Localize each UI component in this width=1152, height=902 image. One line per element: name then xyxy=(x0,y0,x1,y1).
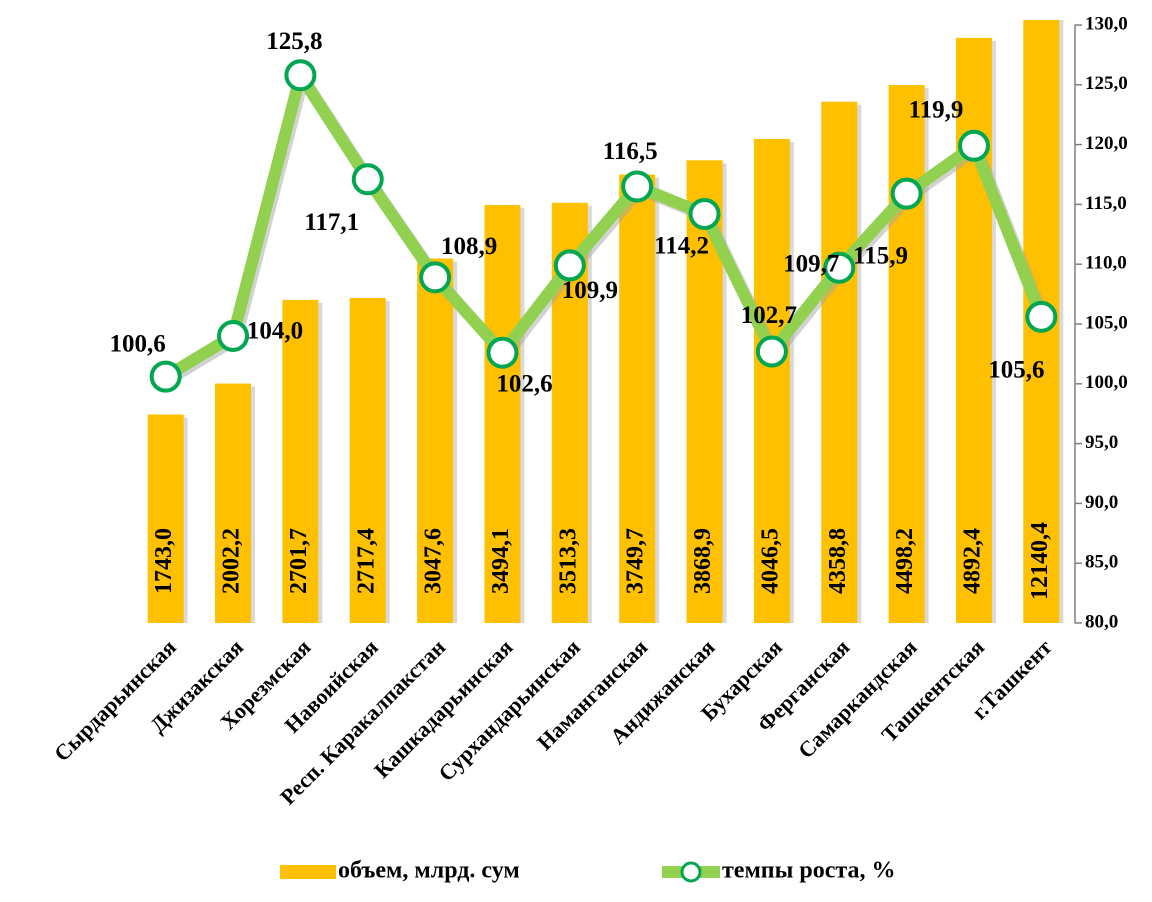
y2-tick-label: 120,0 xyxy=(1085,133,1128,154)
line-value-label: 116,5 xyxy=(603,138,658,165)
line-marker xyxy=(957,129,990,162)
line-marker xyxy=(890,177,923,210)
line-value-label: 119,9 xyxy=(909,97,964,124)
legend-swatch xyxy=(280,865,336,879)
line-marker xyxy=(419,261,452,294)
y2-tick-label: 110,0 xyxy=(1085,253,1127,274)
bar-value-label: 4892,4 xyxy=(959,528,985,594)
bar-value-label: 4358,8 xyxy=(825,528,851,594)
bar-value-label: 3494,1 xyxy=(488,528,514,594)
bar xyxy=(619,174,656,623)
y2-tick-label: 100,0 xyxy=(1085,372,1128,393)
bar-value-label: 12140,4 xyxy=(1027,522,1053,600)
line-value-label: 109,9 xyxy=(562,277,618,304)
y2-tick-label: 130,0 xyxy=(1085,13,1128,34)
line-value-label: 108,9 xyxy=(441,233,497,260)
line-marker xyxy=(621,170,654,203)
line-value-label: 105,6 xyxy=(988,357,1044,384)
line-value-label: 104,0 xyxy=(247,318,303,345)
line-value-label: 102,6 xyxy=(496,370,552,397)
y2-tick-label: 95,0 xyxy=(1085,432,1118,453)
bar xyxy=(753,139,790,623)
bar-value-label: 2701,7 xyxy=(286,528,312,594)
bar-value-label: 3868,9 xyxy=(690,528,716,594)
bar-value-label: 3513,3 xyxy=(555,528,581,594)
bar xyxy=(349,297,386,623)
legend-marker xyxy=(680,861,702,883)
bar-value-label: 4498,2 xyxy=(892,528,918,594)
line-marker xyxy=(351,163,384,196)
line-value-label: 102,7 xyxy=(741,302,797,329)
bar-value-label: 4046,5 xyxy=(757,528,783,594)
bar xyxy=(215,383,252,623)
bar-value-label: 2717,4 xyxy=(353,528,379,594)
x-tick-label: Сырдарьинская xyxy=(49,634,181,766)
y2-tick-label: 125,0 xyxy=(1085,73,1128,94)
line-marker xyxy=(486,336,519,369)
line-value-label: 125,8 xyxy=(266,28,322,55)
line-marker xyxy=(823,251,856,284)
line-marker xyxy=(755,335,788,368)
y2-tick-label: 90,0 xyxy=(1085,492,1118,513)
bar-value-label: 3047,6 xyxy=(421,528,447,594)
line-marker xyxy=(1025,300,1058,333)
line-value-label: 115,9 xyxy=(853,242,908,269)
y2-tick-label: 80,0 xyxy=(1085,611,1118,632)
line-marker xyxy=(553,249,586,282)
bar xyxy=(147,414,184,623)
line-value-label: 109,7 xyxy=(783,251,839,278)
y2-tick-label: 85,0 xyxy=(1085,552,1118,573)
line-marker xyxy=(217,319,250,352)
line-value-label: 117,1 xyxy=(304,209,359,236)
line-value-label: 114,2 xyxy=(654,233,709,260)
x-tick-label: Самаркандская xyxy=(793,634,922,763)
bar-value-label: 3749,7 xyxy=(623,528,649,594)
line-value-label: 100,6 xyxy=(110,330,166,357)
legend-label: темпы роста, % xyxy=(722,858,895,884)
bar-value-label: 2002,2 xyxy=(219,528,245,594)
y2-tick-label: 115,0 xyxy=(1085,193,1127,214)
bar xyxy=(821,101,858,623)
line xyxy=(162,69,1047,382)
bar xyxy=(282,299,319,623)
line-marker xyxy=(149,360,182,393)
bar xyxy=(484,205,521,623)
bar xyxy=(417,258,454,623)
y2-tick-label: 105,0 xyxy=(1085,312,1128,333)
bar xyxy=(888,85,925,623)
bar-value-label: 1743,0 xyxy=(151,528,177,594)
legend-label: объем, млрд. сум xyxy=(338,858,520,884)
line-marker xyxy=(284,59,317,92)
line-marker xyxy=(688,197,721,230)
